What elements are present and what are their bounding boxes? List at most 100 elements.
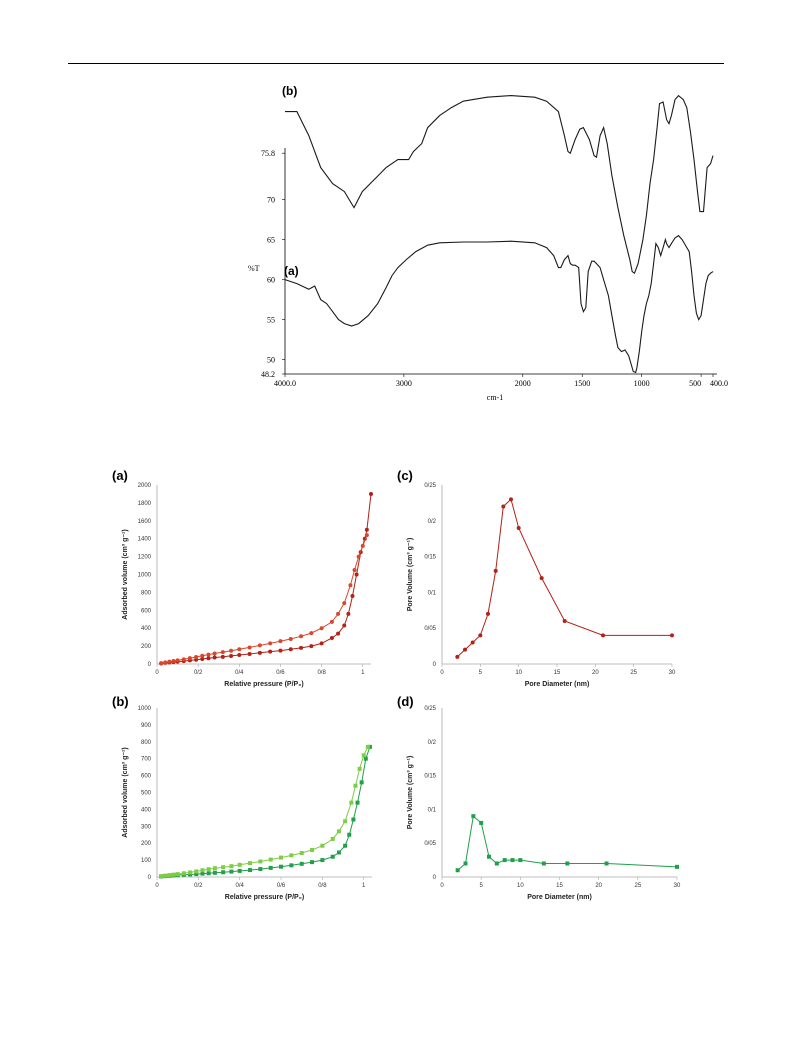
data-point <box>329 619 334 624</box>
panel-y-tick-label: 1800 <box>138 501 152 507</box>
panel-x-tick-label: 30 <box>674 883 681 889</box>
panel-y-axis-label: Adsorbed volume (cm³ g⁻¹) <box>122 529 129 619</box>
data-point <box>342 601 347 606</box>
data-point <box>268 641 273 646</box>
panel-y-tick-label: 400 <box>141 807 152 813</box>
ir-x-tick-label: 1000 <box>634 379 650 388</box>
data-point <box>510 858 515 863</box>
data-point <box>181 657 186 662</box>
panel-y-tick-label: 0/15 <box>424 774 436 780</box>
panel-y-tick-label: 0/15 <box>424 555 436 561</box>
data-point <box>248 861 253 866</box>
data-point <box>364 527 369 532</box>
data-point <box>206 652 211 657</box>
data-point <box>221 865 226 870</box>
panel-x-tick-label: 0/8 <box>318 883 327 889</box>
data-point <box>309 644 314 649</box>
ir-y-axis-label: %T <box>248 264 260 273</box>
data-point <box>330 854 335 859</box>
data-point <box>343 843 348 848</box>
data-point <box>237 868 242 873</box>
panel-x-axis-label: Pore Diameter (nm) <box>525 681 590 688</box>
data-point <box>299 634 304 639</box>
data-point <box>194 655 199 660</box>
data-point <box>299 851 304 856</box>
panel-y-tick-label: 0 <box>148 662 152 668</box>
data-point <box>320 858 325 863</box>
data-point <box>229 869 234 874</box>
panel-y-axis-label: Pore Volume (cm³ g⁻¹) <box>407 538 414 612</box>
panel-y-tick-label: 1000 <box>138 573 152 579</box>
data-point <box>268 865 273 870</box>
data-point <box>516 525 521 530</box>
panel-y-tick-label: 0/25 <box>424 706 436 712</box>
data-point <box>364 533 369 538</box>
data-point <box>212 866 217 871</box>
data-point <box>206 867 211 872</box>
data-point <box>258 859 263 864</box>
panel-y-tick-label: 200 <box>141 644 152 650</box>
panel-y-tick-label: 0/2 <box>428 740 437 746</box>
data-point <box>200 653 205 658</box>
panel-x-tick-label: 0 <box>155 883 159 889</box>
data-point <box>604 861 609 866</box>
data-point <box>212 870 217 875</box>
panel-y-axis-label: Pore Volume (cm³ g⁻¹) <box>407 756 414 830</box>
data-point <box>167 659 172 664</box>
panel-c: 0 0/05 0/1 0/15 0/2 0/25 0 5 10 15 20 25 30 Pore Diam… <box>397 468 676 688</box>
panel-x-tick-label: 0 <box>440 883 444 889</box>
panel-x-tick-label: 0/8 <box>317 670 326 676</box>
ir-x-axis-label: cm-1 <box>487 393 503 402</box>
data-point <box>220 650 225 655</box>
data-point <box>299 861 304 866</box>
data-point <box>310 860 315 865</box>
data-point <box>279 864 284 869</box>
data-point <box>221 870 226 875</box>
data-point <box>493 568 498 573</box>
panel-y-tick-label: 600 <box>141 774 152 780</box>
data-point <box>278 648 283 653</box>
data-point <box>463 647 467 652</box>
panel-y-tick-label: 0/2 <box>428 519 437 525</box>
data-point <box>181 871 186 876</box>
data-point <box>360 543 365 548</box>
data-point <box>288 647 293 652</box>
panel-x-axis-label: Relative pressure (P/P₀) <box>224 681 303 688</box>
data-point <box>601 633 605 638</box>
data-point <box>159 661 164 666</box>
data-point <box>670 633 674 638</box>
panel-label: (b) <box>112 694 129 709</box>
data-point <box>455 654 460 659</box>
ir-panel-label-b: (b) <box>282 84 297 98</box>
data-point <box>289 853 294 858</box>
panel-y-tick-label: 2000 <box>138 483 152 489</box>
panel-y-tick-label: 600 <box>141 608 152 614</box>
ir-y-tick-label: 60 <box>267 276 275 285</box>
data-point <box>356 554 361 559</box>
ir-y-tick-label: 55 <box>267 316 275 325</box>
data-point <box>237 647 242 652</box>
data-point <box>541 861 546 866</box>
ir-x-tick-label: 1500 <box>574 379 590 388</box>
ir-panel-label-a: (a) <box>284 264 299 278</box>
data-point <box>348 583 353 588</box>
panel-x-tick-label: 1 <box>362 883 366 889</box>
data-point <box>336 611 341 616</box>
data-point <box>471 814 476 819</box>
data-point <box>350 593 355 598</box>
panel-x-tick-label: 0 <box>440 670 444 676</box>
ir-y-tick-label: 50 <box>267 356 275 365</box>
panel-b: 0 100 200 300 400 500 600 700 800 900 1000 0 0/2 0/4 0… <box>112 694 372 901</box>
data-point <box>194 872 199 877</box>
data-point <box>509 497 513 502</box>
data-point <box>299 645 304 650</box>
data-point <box>354 572 359 577</box>
data-point <box>220 654 225 659</box>
panel-x-tick-label: 10 <box>517 883 524 889</box>
panel-y-axis-label: Adsorbed volume (cm³ g⁻¹) <box>122 747 129 837</box>
panel-a: 0 200 400 600 800 1000 1200 1400 1600 1800 2000 0 0/… <box>112 468 373 688</box>
panel-x-tick-label: 5 <box>479 670 483 676</box>
ir-series-a <box>284 234 714 374</box>
data-point <box>188 870 193 875</box>
